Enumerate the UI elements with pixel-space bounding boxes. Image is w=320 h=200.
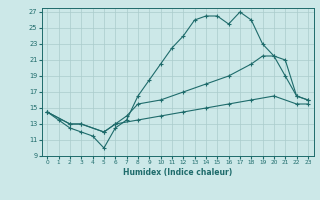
X-axis label: Humidex (Indice chaleur): Humidex (Indice chaleur) xyxy=(123,168,232,177)
